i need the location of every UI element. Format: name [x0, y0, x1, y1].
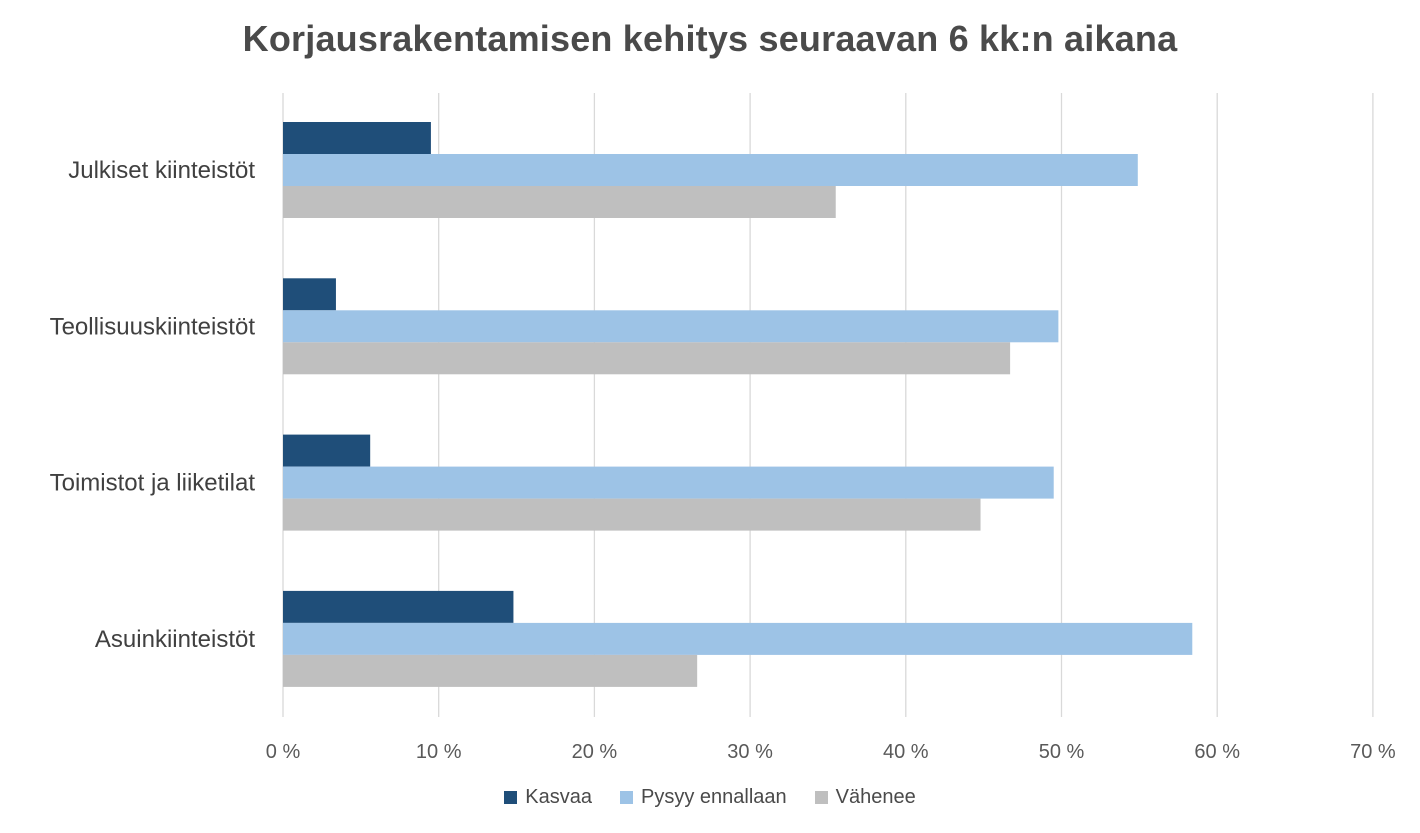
- bar-3-0: [283, 590, 514, 623]
- x-tick-label-3: 30 %: [727, 741, 773, 763]
- category-label-1: Teollisuuskiinteistöt: [50, 313, 256, 340]
- bar-0-1: [283, 154, 1138, 186]
- x-tick-label-1: 10 %: [416, 741, 462, 763]
- bar-2-1: [283, 466, 1054, 499]
- legend-item-1: Pysyy ennallaan: [619, 786, 787, 809]
- x-tick-label-5: 50 %: [1039, 741, 1085, 763]
- x-tick-label-4: 40 %: [883, 741, 929, 763]
- bar-0-0: [283, 122, 431, 154]
- legend-swatch-0: [504, 791, 518, 804]
- x-tick-label-7: 70 %: [1350, 741, 1396, 763]
- category-label-3: Asuinkiinteistöt: [95, 626, 255, 653]
- legend: Kasvaa Pysyy ennallaan Vähenee: [0, 786, 1420, 809]
- legend-swatch-1: [619, 791, 633, 804]
- legend-label-0: Kasvaa: [525, 786, 592, 808]
- legend-label-2: Vähenee: [835, 786, 916, 808]
- bar-3-1: [283, 622, 1193, 655]
- category-label-0: Julkiset kiinteistöt: [68, 157, 255, 184]
- x-tick-label-0: 0 %: [266, 741, 301, 763]
- bar-2-2: [283, 498, 981, 531]
- bar-0-2: [283, 186, 836, 218]
- bar-1-2: [283, 342, 1011, 375]
- x-tick-label-2: 20 %: [572, 741, 618, 763]
- bar-2-0: [283, 434, 371, 467]
- legend-item-0: Kasvaa: [504, 786, 592, 809]
- legend-label-1: Pysyy ennallaan: [640, 786, 787, 808]
- x-tick-label-6: 60 %: [1194, 741, 1240, 763]
- legend-swatch-2: [814, 791, 828, 804]
- category-label-2: Toimistot ja liiketilat: [50, 470, 256, 497]
- legend-item-2: Vähenee: [814, 786, 916, 809]
- bar-3-2: [283, 654, 698, 687]
- chart-title: Korjausrakentamisen kehitys seuraavan 6 …: [242, 18, 1178, 59]
- bar-1-0: [283, 278, 336, 311]
- bar-1-1: [283, 310, 1059, 343]
